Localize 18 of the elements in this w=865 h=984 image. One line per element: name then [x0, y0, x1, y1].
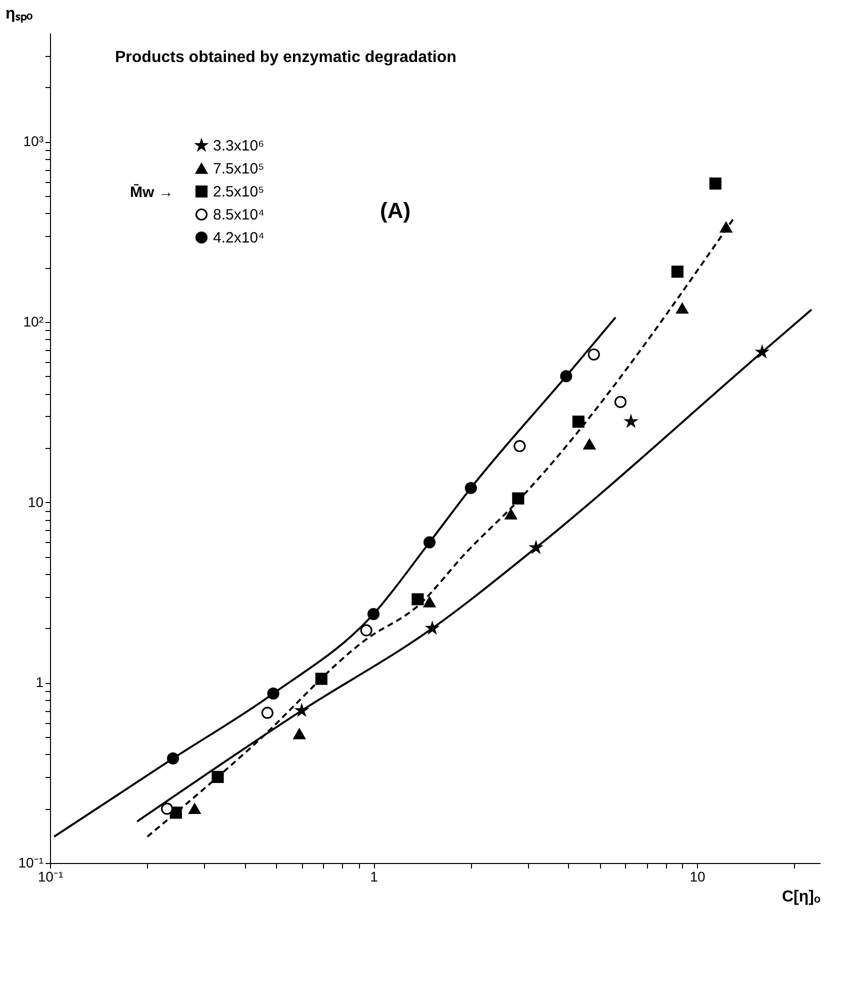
y-tick-label: 10⁻¹: [18, 854, 44, 870]
legend-label: 8.5x10⁴: [213, 206, 264, 224]
legend-label: 7.5x10⁵: [213, 160, 264, 178]
y-tick-label: 10: [28, 494, 44, 510]
legend-label: 3.3x10⁶: [213, 138, 264, 154]
x-tick-label: 10: [690, 868, 706, 884]
y-tick-label: 1: [36, 674, 44, 690]
text: Products obtained by enzymatic degradation: [115, 49, 456, 66]
x-tick-label: 1: [370, 868, 378, 884]
annotation: (A): [380, 198, 411, 223]
legend-title: M̄w →: [130, 184, 174, 201]
y-tick-label: 10²: [23, 313, 44, 330]
y-axis-title: ηₛₚₒ: [6, 6, 34, 24]
legend-label: 4.2x10⁴: [213, 230, 264, 246]
x-tick-label: 10⁻¹: [38, 868, 64, 884]
y-tick-label: 10³: [23, 133, 44, 150]
x-axis-title: C[η]ₒ: [782, 888, 821, 906]
legend-label: 2.5x10⁵: [213, 184, 264, 200]
